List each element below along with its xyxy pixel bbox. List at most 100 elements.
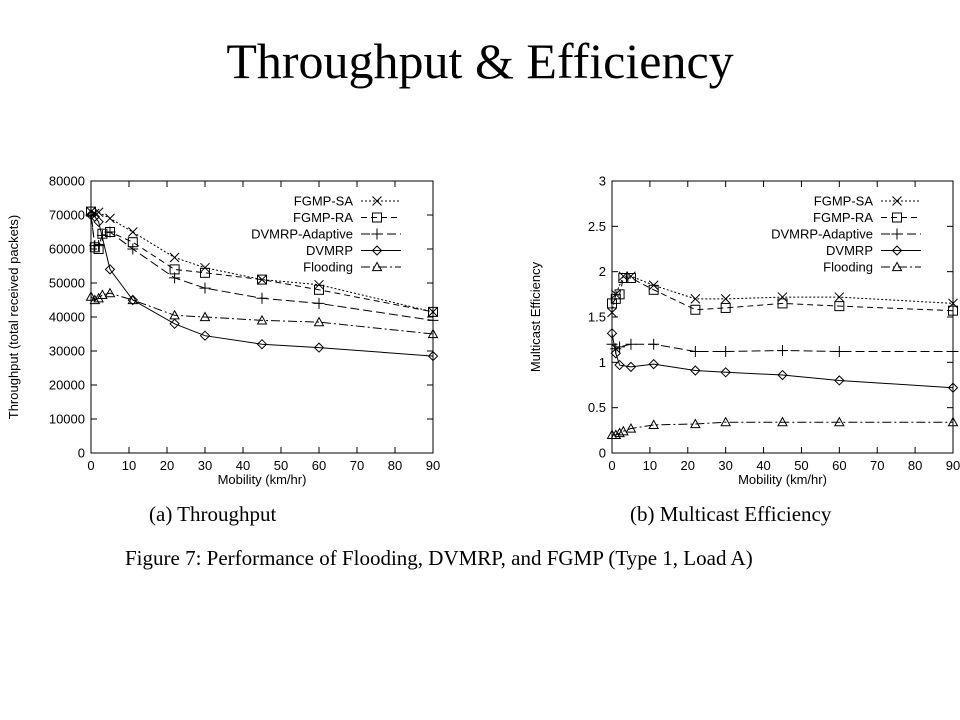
chart-a-legend-label: FGMP-SA <box>294 194 354 209</box>
chart-a-data-point <box>93 216 104 228</box>
chart-b-series-1 <box>607 273 958 316</box>
chart-a-data-point <box>257 274 267 285</box>
chart-b-series-4 <box>606 416 959 439</box>
chart-b-series-3 <box>606 328 959 393</box>
chart-b-data-point <box>947 345 959 357</box>
chart-b-caption: (b) Multicast Efficiency <box>630 502 832 526</box>
chart-a-data-point <box>313 297 325 309</box>
chart-a-data-point <box>85 291 97 301</box>
chart-a-x-tick-label: 20 <box>160 458 174 473</box>
chart-a-data-point <box>199 311 211 322</box>
chart-a-data-point <box>127 294 139 306</box>
chart-a-data-point <box>104 287 116 298</box>
chart-a-data-point <box>256 292 268 304</box>
chart-b-legend-label: DVMRP-Adaptive <box>771 227 873 242</box>
chart-a-legend-label: DVMRP <box>306 243 353 258</box>
chart-a-data-point <box>313 342 325 353</box>
chart-b-data-point <box>614 359 625 371</box>
chart-a-data-point <box>169 318 180 330</box>
chart-a-data-point <box>169 309 180 320</box>
chart-b-data-point <box>690 418 701 429</box>
chart-b-data-point <box>610 348 621 359</box>
chart-b-data-point <box>720 367 731 378</box>
chart-b-data-point <box>834 292 845 302</box>
chart-a-legend-marker <box>371 228 383 240</box>
chart-b-y-tick-label: 1 <box>599 355 606 370</box>
chart-a-series-2 <box>85 209 439 326</box>
chart-b-data-point <box>625 338 637 350</box>
chart-a-series-4 <box>85 287 439 339</box>
chart-b-y-tick-label: 2 <box>599 264 606 279</box>
chart-a-x-tick-label: 0 <box>87 458 94 473</box>
chart-b-y-tick-label: 0.5 <box>588 400 606 415</box>
chart-b-legend-label: FGMP-SA <box>814 194 874 209</box>
chart-a-data-point <box>169 272 181 284</box>
chart-b-data-point <box>606 328 618 339</box>
chart-b-data-point <box>618 425 629 436</box>
chart-b-data-point <box>648 338 660 350</box>
chart-a-legend-label: FGMP-RA <box>293 210 353 225</box>
chart-a-data-point <box>169 252 180 263</box>
chart-b-data-point <box>690 304 701 315</box>
chart-b-data-point <box>777 298 788 309</box>
chart-a-data-point <box>256 314 268 325</box>
chart-b-data-point <box>618 273 629 284</box>
chart-b-y-tick-label: 1.5 <box>588 310 606 325</box>
chart-b-y-tick-label: 2.5 <box>588 219 606 234</box>
chart-a-legend-marker <box>372 212 382 223</box>
chart-a-data-point <box>127 243 139 255</box>
chart-a-y-tick-label: 70000 <box>49 208 85 223</box>
chart-a-legend-marker <box>372 196 382 206</box>
chart-a-data-point <box>104 226 116 238</box>
chart-b-data-point <box>720 294 731 304</box>
chart-b-x-axis-label: Mobility (km/hr) <box>738 472 827 487</box>
chart-a-data-point <box>200 267 210 278</box>
chart-b-legend-marker <box>892 212 902 223</box>
chart-a-x-tick-label: 90 <box>426 458 440 473</box>
chart-b-y-axis-label: Multicast Efficiency <box>528 261 543 372</box>
chart-a-y-tick-label: 50000 <box>49 276 85 291</box>
figure-caption: Figure 7: Performance of Flooding, DVMRP… <box>125 546 753 570</box>
slide-title: Throughput & Efficiency <box>226 33 734 89</box>
chart-b-data-point <box>614 427 625 438</box>
chart-b-x-tick-label: 70 <box>870 458 884 473</box>
chart-b-x-tick-label: 0 <box>608 458 615 473</box>
chart-a-x-tick-label: 30 <box>198 458 212 473</box>
chart-b-data-point <box>648 284 659 295</box>
chart-b-data-point <box>777 292 788 302</box>
chart-a-data-point <box>257 274 267 285</box>
chart-b-data-point <box>614 341 626 353</box>
chart-a-x-tick-label: 60 <box>312 458 326 473</box>
chart-b-data-point <box>625 273 636 284</box>
chart-b-x-tick-label: 50 <box>794 458 808 473</box>
chart-a-y-tick-label: 60000 <box>49 242 85 257</box>
chart-b-x-tick-label: 10 <box>643 458 657 473</box>
chart-a-data-point <box>314 284 324 295</box>
chart-b-legend-label: DVMRP <box>826 243 873 258</box>
chart-a-x-tick-label: 50 <box>274 458 288 473</box>
chart-a-series-3 <box>85 209 439 362</box>
chart-b-data-point <box>947 416 959 427</box>
chart-b-series-2 <box>606 338 959 357</box>
chart-b-data-point <box>948 305 958 316</box>
chart-a-legend-label: Flooding <box>303 260 353 275</box>
chart-b-y-tick-label: 0 <box>599 446 606 461</box>
chart-a-legend-label: DVMRP-Adaptive <box>251 227 353 242</box>
chart-a-legend-marker <box>371 261 383 272</box>
chart-a-data-point <box>200 262 210 273</box>
chart-b-data-point <box>834 375 845 386</box>
chart-b-data-point <box>610 429 622 439</box>
chart-a-x-tick-label: 70 <box>350 458 364 473</box>
chart-a-y-tick-label: 20000 <box>49 378 85 393</box>
chart-b-data-point <box>720 416 732 427</box>
chart-a-data-point <box>93 240 105 252</box>
chart-b-x-tick-label: 60 <box>832 458 846 473</box>
chart-a-y-tick-label: 80000 <box>49 174 85 189</box>
chart-a-y-axis-label: Throughput (total received packets) <box>6 215 21 420</box>
chart-a-data-point <box>199 282 211 294</box>
chart-a-y-tick-label: 0 <box>78 446 85 461</box>
chart-b-data-point <box>648 358 659 370</box>
chart-a-y-tick-label: 10000 <box>49 412 85 427</box>
